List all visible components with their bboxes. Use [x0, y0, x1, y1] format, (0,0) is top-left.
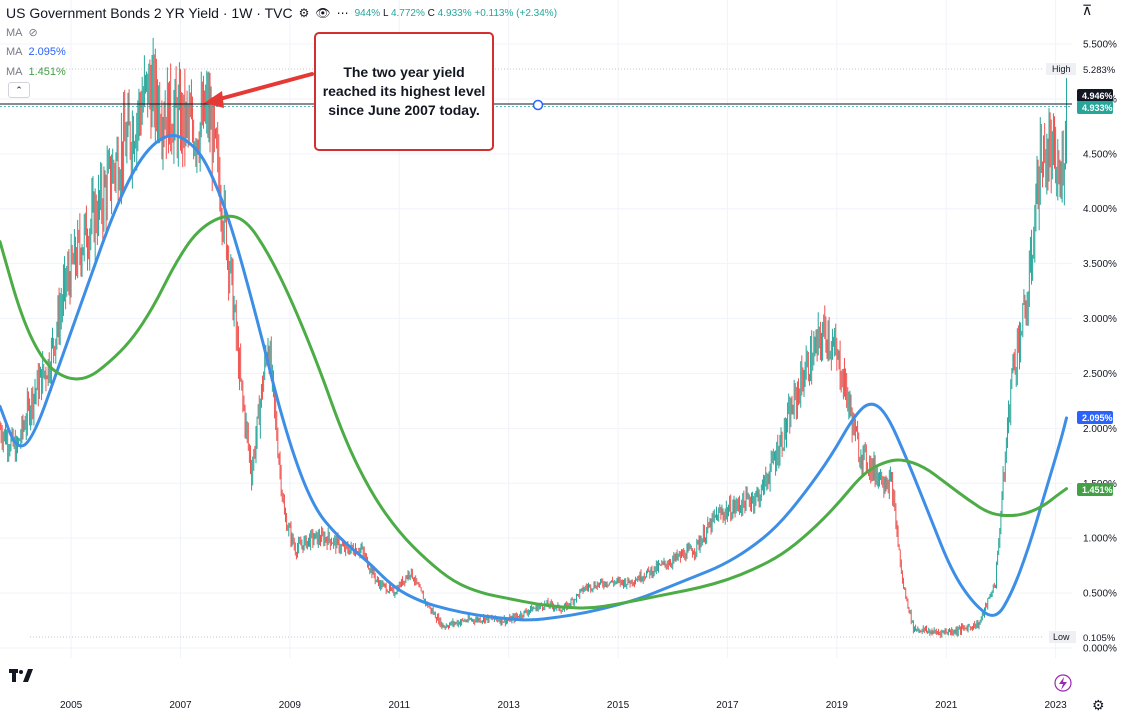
low-tag-label: Low	[1053, 632, 1070, 642]
low-value: 4.772%	[390, 7, 425, 19]
indicator-value: 2.095%	[28, 46, 66, 58]
indicator-label: MA	[6, 26, 23, 39]
low-tag-value: 0.105%	[1083, 633, 1116, 644]
tradingview-logo[interactable]	[9, 668, 33, 688]
high-tag-box	[1046, 63, 1076, 75]
collapse-legend-button[interactable]: ⌃	[8, 82, 30, 98]
more-dots-icon[interactable]: ⋯	[336, 6, 349, 20]
indicator-label: MA	[6, 66, 23, 78]
settings-icon[interactable]: ⚙	[298, 6, 310, 20]
y-tick-label: 4.500%	[1083, 149, 1117, 160]
price-series	[0, 37, 1068, 639]
ma-blue-tag-value: 2.095%	[1082, 413, 1113, 423]
y-tick-label: 2.000%	[1083, 424, 1117, 435]
x-tick-label: 2011	[389, 700, 411, 711]
ma-green-line[interactable]	[0, 214, 1069, 610]
x-tick-label: 2013	[498, 700, 521, 711]
y-tick-label: 0.500%	[1083, 589, 1117, 600]
annotation-text: The two year yield reached its highest l…	[322, 64, 486, 118]
ma-blue-tag-box	[1077, 411, 1113, 424]
low-label: L	[382, 7, 389, 19]
close-label: C	[427, 7, 435, 19]
high-tag-label: High	[1052, 64, 1071, 74]
callout-arrow	[204, 72, 314, 108]
lightning-icon[interactable]	[1054, 674, 1072, 692]
indicator-row-3[interactable]: MA 1.451%	[6, 66, 66, 78]
x-tick-label: 2021	[935, 700, 958, 711]
legend-main-row: US Government Bonds 2 YR Yield · 1W · TV…	[6, 5, 557, 21]
moving-averages	[0, 134, 1069, 622]
eye-slash-icon[interactable]: ⊘	[28, 27, 38, 39]
ma-green-tag-box	[1077, 483, 1113, 496]
ma-blue-line[interactable]	[0, 134, 1069, 622]
y-tick-label: 5.500%	[1083, 40, 1117, 51]
low-tag-box	[1049, 631, 1076, 643]
x-tick-label: 2007	[169, 700, 192, 711]
price-tags: High 5.283% Low 0.105% 4.946% 4.933% 2.0…	[1046, 63, 1116, 644]
scroll-to-top-icon[interactable]: ⊼	[1082, 2, 1093, 18]
ohlc-values: 944% L 4.772% C 4.933% +0.113% (+2.34%)	[355, 8, 557, 19]
x-tick-label: 2023	[1044, 700, 1067, 711]
annotation-callout[interactable]: The two year yield reached its highest l…	[314, 32, 494, 151]
indicator-row-2[interactable]: MA 2.095%	[6, 46, 66, 58]
grid	[0, 0, 1072, 658]
y-tick-label: 2.500%	[1083, 369, 1117, 380]
y-axis[interactable]: 5.500%5.000%4.500%4.000%3.500%3.000%2.50…	[1083, 40, 1117, 655]
y-tick-label: 4.000%	[1083, 204, 1117, 215]
open-high-partial: 944%	[354, 7, 381, 19]
last-price-tag-value: 4.933%	[1082, 103, 1113, 113]
x-tick-label: 2009	[279, 700, 302, 711]
close-value: 4.933%	[437, 7, 472, 19]
x-tick-label: 2019	[826, 700, 849, 711]
chart-settings-gear-icon[interactable]: ⚙	[1092, 697, 1105, 713]
y-tick-label: 1.000%	[1083, 534, 1117, 545]
symbol-title[interactable]: US Government Bonds 2 YR Yield · 1W · TV…	[6, 5, 293, 21]
x-tick-label: 2005	[60, 700, 83, 711]
eye-icon[interactable]: 👁	[315, 6, 331, 20]
x-tick-label: 2017	[716, 700, 739, 711]
x-axis[interactable]: 2005 2007 2009 2011 2013 2015 2017 2019 2021 2023	[60, 700, 1067, 711]
ma-green-tag-value: 1.451%	[1082, 485, 1113, 495]
indicator-value: 1.451%	[28, 66, 66, 78]
y-tick-label: 3.500%	[1083, 259, 1117, 270]
x-tick-label: 2015	[607, 700, 630, 711]
crosshair-tag-box	[1077, 89, 1113, 102]
chevron-up-icon: ⌃	[15, 85, 23, 95]
drawing-anchor-handle[interactable]	[532, 99, 544, 111]
crosshair-tag-value: 4.946%	[1082, 91, 1113, 101]
last-price-tag-box	[1077, 101, 1113, 114]
tradingview-logo-icon	[9, 669, 33, 682]
change-value: +0.113% (+2.34%)	[474, 7, 558, 19]
y-tick-label: 3.000%	[1083, 314, 1117, 325]
indicator-label: MA	[6, 46, 23, 58]
indicator-row-1[interactable]: MA ⊘	[6, 26, 38, 40]
high-tag-value: 5.283%	[1083, 65, 1116, 76]
y-tick-label: 0.000%	[1083, 644, 1117, 655]
